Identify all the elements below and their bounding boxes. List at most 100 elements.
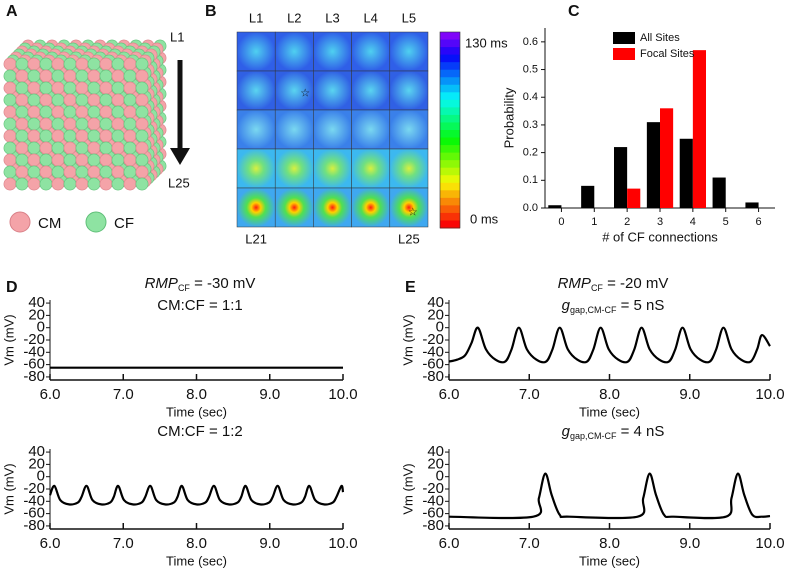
legend-label: Focal Sites bbox=[640, 48, 695, 60]
title-part: = 4 nS bbox=[616, 423, 664, 440]
heatmap-cell bbox=[236, 187, 276, 228]
cell-sphere bbox=[39, 105, 53, 119]
x-tick-label: 2 bbox=[624, 216, 630, 228]
title-part: = -30 mV bbox=[190, 275, 255, 292]
y-tick-label: 40 bbox=[427, 294, 444, 311]
bar bbox=[581, 185, 595, 208]
y-tick-label: 0.2 bbox=[523, 147, 538, 159]
cell-sphere bbox=[63, 69, 77, 83]
cell-sphere bbox=[27, 69, 41, 83]
colorbar-stripe bbox=[440, 175, 460, 184]
title-part: g bbox=[562, 297, 571, 314]
x-axis-label: # of CF connections bbox=[602, 229, 718, 244]
cell-sphere bbox=[111, 141, 125, 155]
colorbar-stripe bbox=[440, 39, 460, 48]
bar bbox=[646, 122, 660, 208]
cell-sphere bbox=[123, 57, 137, 71]
cell-sphere bbox=[39, 129, 53, 143]
cell-sphere bbox=[3, 129, 17, 143]
cell-sphere bbox=[99, 141, 113, 155]
y-tick-label: 0 bbox=[436, 468, 444, 485]
cell-sphere bbox=[111, 117, 125, 131]
y-tick-label: -20 bbox=[422, 480, 444, 497]
cell-sphere bbox=[63, 141, 77, 155]
x-tick-label: 7.0 bbox=[113, 535, 134, 552]
y-tick-label: -80 bbox=[23, 368, 45, 385]
cell-sphere bbox=[111, 153, 125, 167]
x-tick-label: 10.0 bbox=[328, 386, 357, 403]
cell-sphere bbox=[75, 57, 89, 71]
y-tick-label: 20 bbox=[427, 306, 444, 323]
y-tick-label: -20 bbox=[23, 331, 45, 348]
legend-label: CF bbox=[114, 215, 134, 232]
trace bbox=[448, 326, 771, 364]
x-tick-label: 6.0 bbox=[40, 535, 61, 552]
cell-sphere bbox=[51, 165, 65, 179]
cell-sphere bbox=[3, 117, 17, 131]
cell-sphere bbox=[99, 129, 113, 143]
cell-sphere bbox=[15, 57, 29, 71]
y-tick-label: 0.4 bbox=[523, 91, 538, 103]
cell-sphere bbox=[39, 93, 53, 107]
colorbar-stripe bbox=[440, 220, 460, 229]
y-tick-label: 0.3 bbox=[523, 119, 538, 131]
colorbar-stripe bbox=[440, 77, 460, 86]
cell-sphere bbox=[51, 57, 65, 71]
cell-sphere bbox=[123, 153, 137, 167]
heatmap-cell bbox=[351, 187, 391, 228]
cell-sphere bbox=[63, 129, 77, 143]
cell-sphere bbox=[15, 69, 29, 83]
cell-sphere bbox=[111, 129, 125, 143]
legend-swatch bbox=[613, 48, 635, 60]
cell-sphere bbox=[27, 177, 41, 191]
y-tick-label: -60 bbox=[422, 356, 444, 373]
cell-sphere bbox=[27, 117, 41, 131]
cell-sphere bbox=[135, 105, 149, 119]
x-tick-label: 10.0 bbox=[755, 535, 784, 552]
cell-sphere bbox=[87, 69, 101, 83]
cell-sphere bbox=[111, 69, 125, 83]
colorbar-stripe bbox=[440, 212, 460, 221]
cell-sphere bbox=[27, 165, 41, 179]
cell-sphere bbox=[99, 105, 113, 119]
cell-sphere bbox=[75, 165, 89, 179]
cell-sphere bbox=[39, 165, 53, 179]
title-part: g bbox=[562, 423, 571, 440]
y-tick-label: 20 bbox=[427, 455, 444, 472]
heatmap-cell bbox=[274, 187, 314, 228]
layer-label: L25 bbox=[168, 175, 190, 190]
cell-sphere bbox=[99, 165, 113, 179]
panel-label: A bbox=[6, 3, 18, 20]
y-tick-label: 0.6 bbox=[523, 36, 538, 48]
bar bbox=[627, 188, 641, 208]
panel-label: B bbox=[205, 3, 217, 20]
y-tick-label: 0 bbox=[37, 319, 45, 336]
heatmap-cell bbox=[274, 31, 314, 72]
x-tick-label: 6.0 bbox=[439, 535, 460, 552]
x-tick-label: 0 bbox=[558, 216, 564, 228]
colorbar-label: 130 ms bbox=[465, 35, 508, 50]
cell-sphere bbox=[63, 117, 77, 131]
cell-sphere bbox=[111, 165, 125, 179]
cell-sphere bbox=[3, 81, 17, 95]
y-tick-label: 0.0 bbox=[523, 202, 538, 214]
x-tick-label: 7.0 bbox=[113, 386, 134, 403]
y-tick-label: -40 bbox=[422, 492, 444, 509]
colorbar-stripe bbox=[440, 62, 460, 71]
heatmap-cell bbox=[351, 148, 391, 189]
cell-sphere bbox=[123, 129, 137, 143]
cell-sphere bbox=[135, 177, 149, 191]
bar bbox=[745, 202, 759, 208]
chart-title: CM:CF = 1:1 bbox=[157, 297, 242, 314]
heatmap-cell bbox=[389, 187, 429, 228]
title-part: gap,CM-CF bbox=[570, 431, 617, 441]
legend-label: CM bbox=[38, 215, 61, 232]
row-label: L25 bbox=[398, 231, 420, 246]
cell-sphere bbox=[135, 57, 149, 71]
colorbar-stripe bbox=[440, 145, 460, 154]
y-tick-label: 40 bbox=[28, 443, 45, 460]
cell-sphere bbox=[15, 153, 29, 167]
layer-label: L1 bbox=[170, 29, 184, 44]
x-tick-label: 9.0 bbox=[259, 535, 280, 552]
cell-sphere bbox=[3, 69, 17, 83]
